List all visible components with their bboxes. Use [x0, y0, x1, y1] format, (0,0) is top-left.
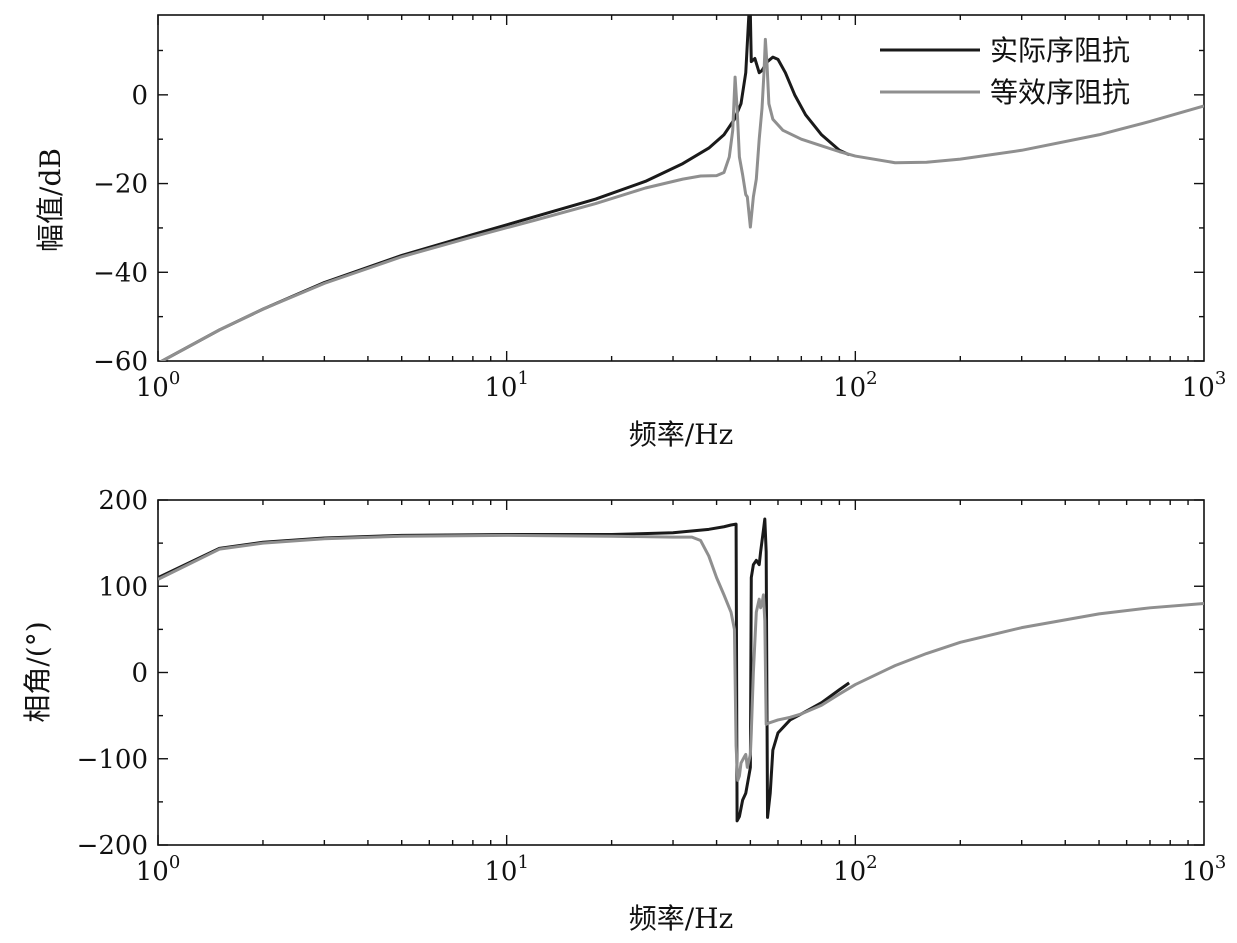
y-tick-label: −60	[93, 347, 148, 377]
x-tick-label-base: 10	[136, 857, 169, 887]
x-tick-label: 102	[833, 852, 878, 887]
series-line-actual-impedance	[158, 15, 850, 361]
x-tick-label-base: 10	[484, 373, 517, 403]
x-tick-label-base: 10	[833, 373, 866, 403]
legend: 实际序阻抗 等效序阻抗	[880, 34, 1130, 109]
x-tick-label-exponent: 0	[169, 852, 180, 873]
x-tick-label: 101	[484, 852, 529, 887]
phase-plot-frame	[157, 499, 1205, 846]
magnitude-x-axis-title: 频率/Hz	[629, 418, 734, 451]
y-tick-label: 200	[98, 486, 148, 516]
x-tick-label: 100	[136, 852, 181, 887]
x-tick-label-exponent: 1	[517, 368, 528, 389]
phase-series	[158, 517, 1204, 823]
x-tick-label: 101	[484, 368, 529, 403]
x-tick-label: 100	[136, 368, 181, 403]
x-tick-label-exponent: 0	[169, 368, 180, 389]
x-tick-label-exponent: 1	[517, 852, 528, 873]
x-tick-label-base: 10	[1182, 373, 1215, 403]
series-line-actual-impedance	[158, 517, 851, 823]
magnitude-y-axis-title: 幅值/dB	[34, 148, 67, 252]
y-tick-label: −200	[77, 831, 148, 861]
y-tick-label: 0	[131, 81, 148, 111]
magnitude-plot-frame	[157, 14, 1205, 362]
x-tick-label-exponent: 2	[866, 852, 877, 873]
x-tick-label-base: 10	[833, 857, 866, 887]
y-tick-label: 100	[98, 572, 148, 602]
x-tick-label-base: 10	[136, 373, 169, 403]
y-tick-label: 0	[131, 659, 148, 689]
x-tick-label: 103	[1182, 368, 1227, 403]
y-tick-label: −20	[93, 170, 148, 200]
series-line-equivalent-impedance	[158, 37, 1204, 361]
series-line-equivalent-impedance	[158, 533, 1204, 782]
x-tick-label-base: 10	[484, 857, 517, 887]
legend-label-equivalent: 等效序阻抗	[990, 76, 1130, 109]
y-tick-label: −40	[93, 258, 148, 288]
y-tick-label: −100	[77, 745, 148, 775]
x-tick-label-exponent: 2	[866, 368, 877, 389]
x-tick-label-base: 10	[1182, 857, 1215, 887]
x-tick-label-exponent: 3	[1215, 368, 1226, 389]
x-tick-label: 102	[833, 368, 878, 403]
legend-label-actual: 实际序阻抗	[990, 34, 1130, 67]
x-tick-label-exponent: 3	[1215, 852, 1226, 873]
phase-x-axis-title: 频率/Hz	[629, 902, 734, 935]
magnitude-series	[158, 15, 1204, 361]
phase-y-axis-title: 相角/(°)	[21, 621, 54, 722]
x-tick-label: 103	[1182, 852, 1227, 887]
